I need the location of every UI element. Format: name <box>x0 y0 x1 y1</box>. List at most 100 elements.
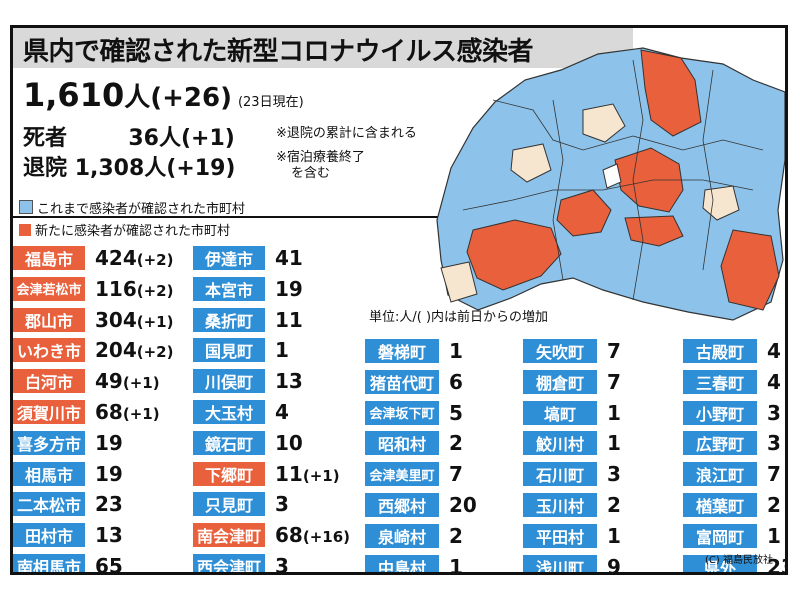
case-count: 20 <box>449 493 499 517</box>
case-count: 4 <box>767 339 785 363</box>
municipality-row: 相馬市 19 <box>13 461 181 487</box>
municipality-row: 棚倉町 7 <box>523 369 647 395</box>
municipality-row: 鮫川村 1 <box>523 430 647 456</box>
case-count: 7 <box>607 370 647 394</box>
case-increase: (+1) <box>136 312 174 331</box>
municipality-name: 鮫川村 <box>523 431 597 456</box>
case-count-value: 49 <box>95 369 123 394</box>
case-increase: (+16) <box>302 528 350 547</box>
case-count: 2 <box>767 493 785 517</box>
case-count: 68(+16) <box>275 523 381 547</box>
death-note: ※退院の累計に含まれる <box>276 126 417 141</box>
case-count-value: 5 <box>449 400 463 425</box>
case-count: 4 <box>275 400 381 424</box>
legend-existing: これまで感染者が確認された市町村 <box>19 198 245 217</box>
case-increase: (+1) <box>122 374 160 393</box>
municipality-row: 広野町 3 <box>683 430 785 456</box>
municipality-name: 浅川町 <box>523 554 597 572</box>
case-count-value: 68 <box>275 523 303 548</box>
case-count: 49(+1) <box>95 369 181 393</box>
case-count-value: 116 <box>95 276 137 301</box>
case-count: 41 <box>275 246 381 270</box>
map-border-line <box>702 69 714 271</box>
case-count-value: 7 <box>449 462 463 487</box>
discharge-row: 退院 1,308人(+19) <box>23 150 235 182</box>
municipality-row: 県外 23 <box>683 554 785 575</box>
municipality-row: 玉川村 2 <box>523 492 647 518</box>
case-count-value: 304 <box>95 307 137 332</box>
case-count-value: 4 <box>767 339 781 363</box>
case-count-value: 424 <box>95 246 137 270</box>
case-count-value: 20 <box>449 493 477 517</box>
municipality-name: 広野町 <box>683 431 757 456</box>
municipality-row: 西郷村 20 <box>365 492 499 518</box>
map-region-new <box>640 49 702 137</box>
case-count: 1 <box>767 524 785 548</box>
municipality-row: 大玉村 4 <box>193 399 381 425</box>
case-count: 19 <box>95 462 181 486</box>
municipality-name: 西郷村 <box>365 493 439 517</box>
case-count: 3 <box>607 462 647 486</box>
case-count: 19 <box>95 431 181 455</box>
case-count-value: 1 <box>607 400 621 425</box>
municipality-row: 下郷町 11(+1) <box>193 461 381 487</box>
case-count: 19 <box>275 277 381 301</box>
case-increase: (+1) <box>302 466 340 485</box>
municipality-name: 田村市 <box>13 523 85 548</box>
municipality-name: 本宮市 <box>193 276 265 301</box>
municipality-name: 会津若松市 <box>13 276 85 301</box>
municipality-name: 西会津町 <box>193 554 265 572</box>
municipality-row: 塙町 1 <box>523 400 647 426</box>
case-count-value: 7 <box>607 339 621 363</box>
case-count: 13 <box>275 369 381 393</box>
divider <box>13 216 441 218</box>
municipality-name: 楢葉町 <box>683 493 757 517</box>
death-label: 死者 <box>23 126 68 151</box>
case-count: 23 <box>95 492 181 516</box>
municipality-name: 塙町 <box>523 400 597 425</box>
case-count-value: 23 <box>95 492 123 517</box>
case-count: 4 <box>767 370 785 394</box>
municipality-name: いわき市 <box>13 338 85 363</box>
map-border-line <box>552 99 564 281</box>
case-count: 1 <box>449 555 499 572</box>
case-count: 10 <box>275 431 381 455</box>
case-count: 204(+2) <box>95 338 181 362</box>
total-cases: 1,610人(+26) (23日現在) <box>23 76 304 114</box>
case-count-value: 204 <box>95 338 137 363</box>
case-count-value: 23 <box>767 554 785 575</box>
case-count-value: 1 <box>275 338 289 363</box>
case-count-value: 4 <box>275 400 289 424</box>
map-region-new <box>466 219 562 291</box>
case-count: 7 <box>449 462 499 486</box>
municipality-row: 会津美里町 7 <box>365 461 499 487</box>
municipality-row: 浅川町 9 <box>523 554 647 572</box>
municipality-name: 泉崎村 <box>365 523 439 548</box>
municipality-row: 南会津町 68(+16) <box>193 522 381 548</box>
case-count: 7 <box>607 339 647 363</box>
legend-swatch-blue <box>19 200 33 214</box>
municipality-name: 浪江町 <box>683 462 757 487</box>
total-count: 1,610 <box>23 76 125 114</box>
case-count: 9 <box>607 555 647 572</box>
case-count-value: 3 <box>767 400 781 425</box>
municipality-name: 相馬市 <box>13 461 85 486</box>
case-count: 65 <box>95 554 181 572</box>
case-count: 3 <box>275 554 381 572</box>
infographic-frame: 県内で確認された新型コロナウイルス感染者 1,610人(+26) (23日現在) … <box>10 25 788 575</box>
municipality-row: 昭和村 2 <box>365 430 499 456</box>
case-count-value: 2 <box>449 523 463 548</box>
municipality-name: 矢吹町 <box>523 339 597 363</box>
municipality-name: 古殿町 <box>683 339 757 363</box>
case-count-value: 2 <box>449 431 463 456</box>
case-count: 7 <box>767 462 785 486</box>
municipality-name: 白河市 <box>13 369 85 394</box>
legend-new: 新たに感染者が確認された市町村 <box>19 220 230 239</box>
case-count-value: 10 <box>275 430 303 455</box>
municipality-name: 伊達市 <box>193 246 265 270</box>
death-value: 36人(+1) <box>128 126 235 151</box>
case-count: 3 <box>767 431 785 455</box>
legend-existing-label: これまで感染者が確認された市町村 <box>37 202 246 217</box>
municipality-row: 平田村 1 <box>523 523 647 549</box>
municipality-row: 福島市 424(+2) <box>13 245 181 271</box>
